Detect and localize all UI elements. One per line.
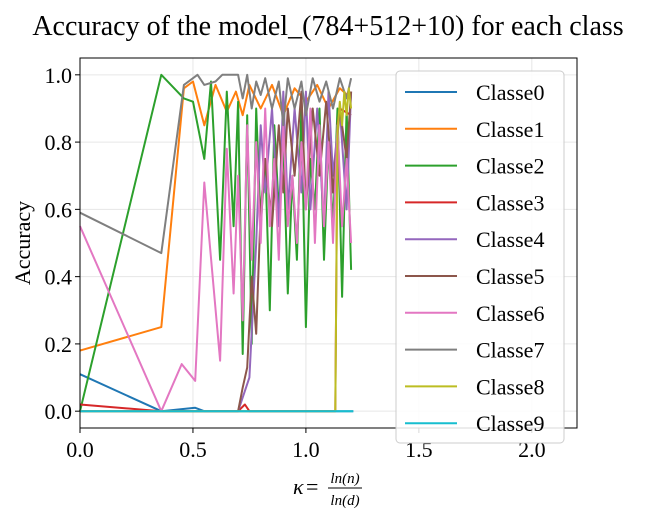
x-axis-label-symbol: κ xyxy=(293,474,304,499)
series-line-classe6 xyxy=(79,107,353,413)
legend-label-classe7: Classe7 xyxy=(476,338,544,363)
y-axis-label: Accuracy xyxy=(10,201,35,285)
x-tick-label: 1.0 xyxy=(292,437,320,462)
y-tick-label: 0.8 xyxy=(45,130,73,155)
legend-label-classe3: Classe3 xyxy=(476,190,544,215)
legend-label-classe4: Classe4 xyxy=(476,227,544,252)
y-tick-label: 0.4 xyxy=(45,265,73,290)
x-tick-label: 0.0 xyxy=(66,437,94,462)
chart-title: Accuracy of the model_(784+512+10) for e… xyxy=(32,11,623,42)
y-tick-label: 1.0 xyxy=(45,63,73,88)
series-line-classe0 xyxy=(79,373,354,413)
legend-label-classe9: Classe9 xyxy=(476,411,544,436)
legend-label-classe1: Classe1 xyxy=(476,117,544,142)
y-tick-label: 0.6 xyxy=(45,197,73,222)
y-tick-label: 0.0 xyxy=(45,399,73,424)
legend-label-classe2: Classe2 xyxy=(476,154,544,179)
ticks: 0.0 0.5 1.0 1.5 2.00.00.20.40.60.81.0 xyxy=(45,63,546,462)
x-axis-label-denominator: ln(d) xyxy=(330,493,359,509)
x-axis-label: κ = ln(n) ln(d) xyxy=(293,471,362,509)
legend-label-classe0: Classe0 xyxy=(476,80,544,105)
series-line-classe2 xyxy=(79,73,353,412)
series-layer xyxy=(79,73,354,413)
x-axis-label-equals: = xyxy=(306,474,318,499)
legend: Classe0 Classe1 Classe2 Classe3 Classe4 Class… xyxy=(395,70,565,444)
x-tick-label: 0.5 xyxy=(179,437,207,462)
legend-label-classe5: Classe5 xyxy=(476,264,544,289)
legend-label-classe8: Classe8 xyxy=(476,374,544,399)
legend-label-classe6: Classe6 xyxy=(476,301,544,326)
y-tick-label: 0.2 xyxy=(45,332,73,357)
x-axis-label-numerator: ln(n) xyxy=(330,471,359,487)
plot-frame xyxy=(79,57,578,429)
series-line-classe7 xyxy=(79,73,353,255)
series-line-classe5 xyxy=(80,90,353,413)
